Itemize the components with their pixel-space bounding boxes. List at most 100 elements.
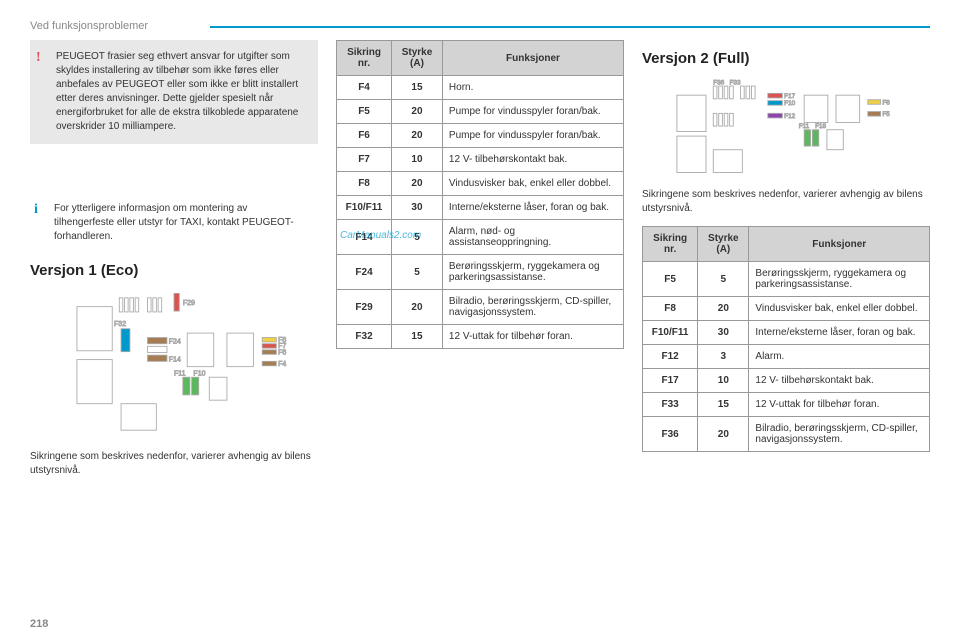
cell-nr: F7 xyxy=(337,148,392,172)
svg-text:F11: F11 xyxy=(799,123,810,130)
svg-text:F14: F14 xyxy=(169,356,181,363)
svg-text:F12: F12 xyxy=(784,113,795,120)
cell-fn: Bilradio, berøringsskjerm, CD-spiller, n… xyxy=(749,417,930,452)
cell-fn: Horn. xyxy=(442,76,623,100)
cell-nr: F36 xyxy=(643,417,698,452)
page-number: 218 xyxy=(30,618,48,630)
table-row: F10/F1130Interne/eksterne låser, foran o… xyxy=(643,321,930,345)
table-row: F2920Bilradio, berøringsskjerm, CD-spill… xyxy=(337,290,624,325)
cell-fn: Pumpe for vindusspyler foran/bak. xyxy=(442,100,623,124)
cell-fn: Interne/eksterne låser, foran og bak. xyxy=(749,321,930,345)
header-text: Ved funksjonsproblemer xyxy=(30,20,148,32)
cell-fn: Interne/eksterne låser, foran og bak. xyxy=(442,196,623,220)
svg-text:F18: F18 xyxy=(815,123,826,130)
warning-box: ! PEUGEOT frasier seg ethvert ansvar for… xyxy=(30,40,318,144)
column-2: Sikring nr. Styrke (A) Funksjoner F415Ho… xyxy=(336,40,624,488)
th-a: Styrke (A) xyxy=(392,41,443,76)
cell-fn: 12 V- tilbehørskontakt bak. xyxy=(442,148,623,172)
cell-nr: F33 xyxy=(643,393,698,417)
cell-fn: 12 V-uttak for tilbehør foran. xyxy=(749,393,930,417)
section-header: Ved funksjonsproblemer xyxy=(30,20,930,32)
cell-amp: 30 xyxy=(392,196,443,220)
svg-text:F8: F8 xyxy=(882,99,890,106)
table-row: F123Alarm. xyxy=(643,345,930,369)
table-row: F55Berøringsskjerm, ryggekamera og parke… xyxy=(643,262,930,297)
cell-fn: Alarm, nød- og assistanseoppringning. xyxy=(442,220,623,255)
cell-nr: F8 xyxy=(643,297,698,321)
svg-text:F6: F6 xyxy=(278,349,286,356)
cell-amp: 20 xyxy=(698,297,749,321)
svg-text:F24: F24 xyxy=(169,339,181,346)
cell-amp: 3 xyxy=(698,345,749,369)
svg-text:F32: F32 xyxy=(114,321,126,328)
svg-text:F17: F17 xyxy=(784,93,795,100)
cell-nr: F10/F11 xyxy=(643,321,698,345)
warning-icon: ! xyxy=(36,48,41,68)
cell-nr: F12 xyxy=(643,345,698,369)
cell-amp: 20 xyxy=(392,124,443,148)
cell-nr: F10/F11 xyxy=(337,196,392,220)
svg-text:F33: F33 xyxy=(730,79,741,86)
table-row: F415Horn. xyxy=(337,76,624,100)
version-1-title: Versjon 1 (Eco) xyxy=(30,262,318,279)
column-1: ! PEUGEOT frasier seg ethvert ansvar for… xyxy=(30,40,318,488)
cell-nr: F24 xyxy=(337,255,392,290)
table-row: F10/F1130Interne/eksterne låser, foran o… xyxy=(337,196,624,220)
info-box: i For ytterligere informasjon om monteri… xyxy=(30,196,318,250)
svg-text:F11: F11 xyxy=(174,370,186,377)
cell-amp: 15 xyxy=(392,325,443,349)
cell-fn: Pumpe for vindusspyler foran/bak. xyxy=(442,124,623,148)
th-nr: Sikring nr. xyxy=(337,41,392,76)
cell-nr: F5 xyxy=(643,262,698,297)
svg-text:F5: F5 xyxy=(882,111,890,118)
table-row: F71012 V- tilbehørskontakt bak. xyxy=(337,148,624,172)
table-row: F331512 V-uttak for tilbehør foran. xyxy=(643,393,930,417)
fuse-table-v2: Sikring nr. Styrke (A) Funksjoner F55Ber… xyxy=(642,226,930,452)
info-icon: i xyxy=(34,200,38,220)
svg-text:F4: F4 xyxy=(278,361,286,368)
cell-fn: Bilradio, berøringsskjerm, CD-spiller, n… xyxy=(442,290,623,325)
column-3: Versjon 2 (Full) F36F33 F17 F10 F12 F8 F… xyxy=(642,40,930,488)
cell-amp: 10 xyxy=(698,369,749,393)
cell-amp: 10 xyxy=(392,148,443,172)
cell-fn: Vindusvisker bak, enkel eller dobbel. xyxy=(749,297,930,321)
fuse-diagram-v2: F36F33 F17 F10 F12 F8 F5 F11F18 xyxy=(642,77,930,177)
cell-fn: 12 V- tilbehørskontakt bak. xyxy=(749,369,930,393)
table-row: F3620Bilradio, berøringsskjerm, CD-spill… xyxy=(643,417,930,452)
fuse-diagram-v1: F29 F32 F24 F14 F8 F7 F6 F4 F11F10 xyxy=(30,289,318,439)
cell-nr: F4 xyxy=(337,76,392,100)
svg-text:F29: F29 xyxy=(183,300,195,307)
cell-amp: 20 xyxy=(392,172,443,196)
table-row: F520Pumpe for vindusspyler foran/bak. xyxy=(337,100,624,124)
version-2-title: Versjon 2 (Full) xyxy=(642,50,930,67)
watermark: CarManuals2.com xyxy=(340,230,421,241)
table-row: F620Pumpe for vindusspyler foran/bak. xyxy=(337,124,624,148)
cell-nr: F6 xyxy=(337,124,392,148)
th-a: Styrke (A) xyxy=(698,227,749,262)
cell-nr: F5 xyxy=(337,100,392,124)
table-row: F820Vindusvisker bak, enkel eller dobbel… xyxy=(643,297,930,321)
cell-fn: Alarm. xyxy=(749,345,930,369)
v1-description: Sikringene som beskrives nedenfor, varie… xyxy=(30,450,318,478)
cell-nr: F32 xyxy=(337,325,392,349)
th-nr: Sikring nr. xyxy=(643,227,698,262)
cell-nr: F8 xyxy=(337,172,392,196)
cell-fn: Berøringsskjerm, ryggekamera og parkerin… xyxy=(749,262,930,297)
table-row: F820Vindusvisker bak, enkel eller dobbel… xyxy=(337,172,624,196)
cell-fn: Berøringsskjerm, ryggekamera og parkerin… xyxy=(442,255,623,290)
cell-amp: 15 xyxy=(392,76,443,100)
cell-fn: Vindusvisker bak, enkel eller dobbel. xyxy=(442,172,623,196)
cell-amp: 5 xyxy=(698,262,749,297)
cell-amp: 30 xyxy=(698,321,749,345)
warning-text: PEUGEOT frasier seg ethvert ansvar for u… xyxy=(56,50,306,134)
cell-nr: F17 xyxy=(643,369,698,393)
cell-amp: 15 xyxy=(698,393,749,417)
cell-amp: 20 xyxy=(392,100,443,124)
info-text: For ytterligere informasjon om montering… xyxy=(54,202,308,244)
svg-text:F36: F36 xyxy=(713,79,724,86)
cell-amp: 20 xyxy=(698,417,749,452)
table-row: F245Berøringsskjerm, ryggekamera og park… xyxy=(337,255,624,290)
cell-nr: F29 xyxy=(337,290,392,325)
table-row: F171012 V- tilbehørskontakt bak. xyxy=(643,369,930,393)
table-row: F321512 V-uttak for tilbehør foran. xyxy=(337,325,624,349)
